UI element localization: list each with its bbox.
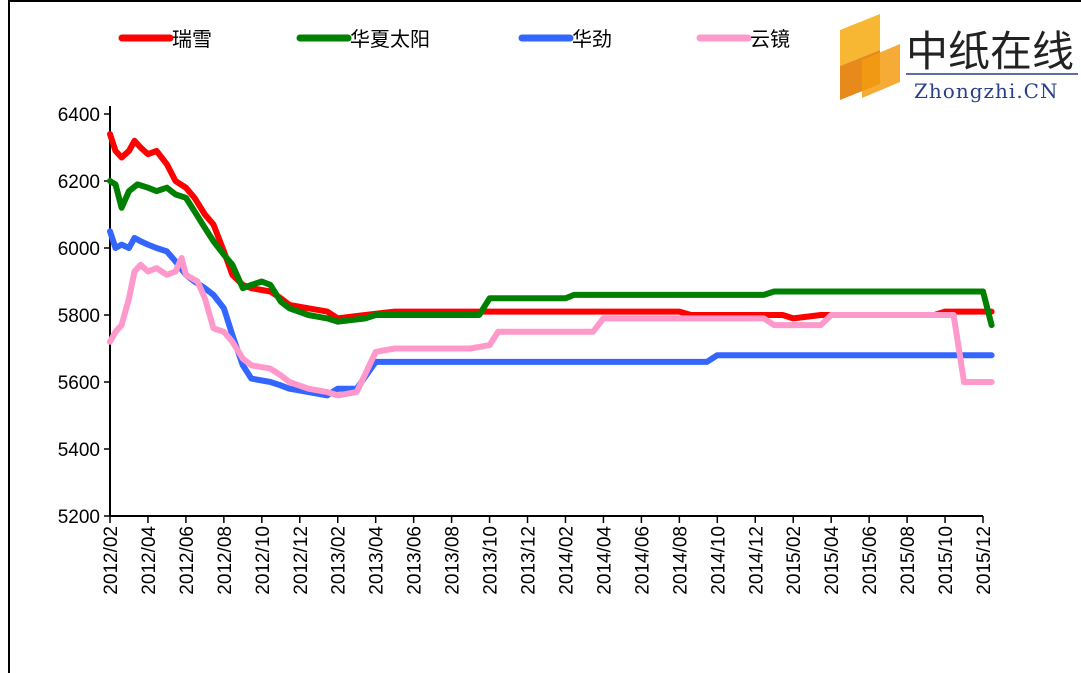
y-tick-label: 5400: [58, 440, 100, 461]
y-tick-label: 5200: [58, 507, 100, 528]
x-tick-label: 2014/06: [632, 526, 653, 595]
series-line-1: [107, 178, 995, 329]
zhongzhi-logo: 中纸在线 Zhongzhi.CN: [840, 14, 1078, 103]
y-tick-label: 5800: [58, 306, 100, 327]
x-tick-label: 2013/08: [443, 526, 464, 595]
x-tick-label: 2012/12: [291, 526, 312, 595]
logo-text-en: Zhongzhi.CN: [914, 79, 1058, 103]
y-tick-label: 6000: [58, 239, 100, 260]
x-tick-label: 2014/04: [594, 526, 615, 595]
legend-label-3: 云镜: [750, 27, 790, 51]
axes: 5200 5400 5600 5800 6000 6200 6400 2012/02 2012/…: [58, 105, 995, 595]
x-tick-label: 2012/08: [215, 526, 236, 595]
x-tick-label: 2013/04: [367, 526, 388, 595]
x-tick-label: 2012/10: [253, 526, 274, 595]
logo-mark-front: [862, 44, 900, 98]
x-tick-label: 2012/02: [101, 526, 122, 595]
x-tick-label: 2014/10: [708, 526, 729, 595]
logo-mark-upper: [840, 14, 880, 66]
x-tick-label: 2012/06: [177, 526, 198, 595]
x-tick-label: 2015/08: [898, 526, 919, 595]
chart-frame: [8, 0, 1081, 673]
series-line-3: [107, 255, 995, 399]
x-tick-label: 2014/02: [556, 526, 577, 595]
x-tick-label: 2013/06: [405, 526, 426, 595]
x-tick-label: 2012/04: [139, 526, 160, 595]
x-tick-label: 2013/12: [519, 526, 540, 595]
x-tick-label: 2015/06: [860, 526, 881, 595]
legend: 瑞雪 华夏太阳 华劲 云镜: [118, 27, 790, 51]
x-tick-label: 2013/10: [481, 526, 502, 595]
logo-text-cn: 中纸在线: [906, 27, 1074, 76]
y-tick-label: 6200: [58, 172, 100, 193]
x-tick-label: 2014/12: [746, 526, 767, 595]
x-tick-label: 2015/12: [974, 526, 995, 595]
legend-label-0: 瑞雪: [172, 27, 212, 51]
x-tick-label: 2014/08: [670, 526, 691, 595]
y-tick-label: 6400: [58, 105, 100, 126]
x-tick-label: 2013/02: [329, 526, 350, 595]
x-tick-label: 2015/04: [822, 526, 843, 595]
x-tick-label: 2015/10: [936, 526, 957, 595]
legend-label-2: 华劲: [572, 27, 612, 51]
series-lines: [107, 131, 995, 399]
series-line-2: [107, 228, 995, 399]
y-tick-label: 5600: [58, 373, 100, 394]
legend-label-1: 华夏太阳: [350, 27, 430, 51]
x-tick-label: 2015/02: [784, 526, 805, 595]
